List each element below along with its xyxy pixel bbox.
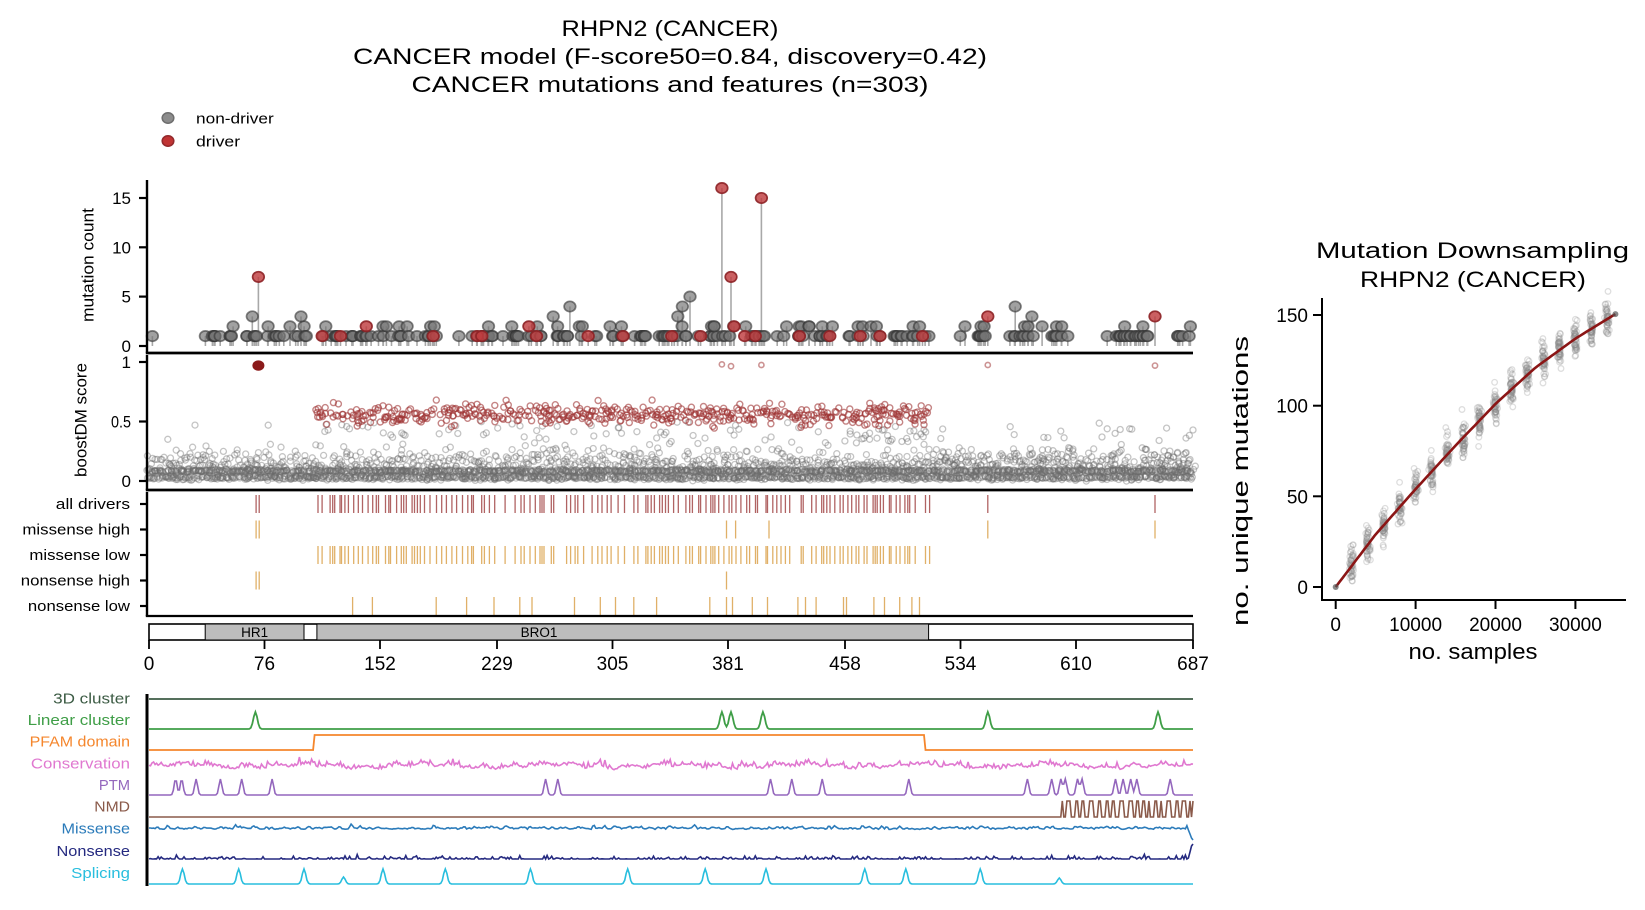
svg-text:nonsense high: nonsense high [21, 573, 130, 590]
svg-text:Conservation: Conservation [31, 756, 130, 773]
svg-text:boostDM score: boostDM score [72, 363, 91, 477]
svg-text:non-driver: non-driver [196, 111, 274, 128]
svg-text:nonsense low: nonsense low [28, 598, 130, 615]
svg-text:RHPN2 (CANCER): RHPN2 (CANCER) [562, 16, 779, 41]
svg-text:Linear cluster: Linear cluster [28, 712, 130, 729]
svg-text:0: 0 [122, 472, 131, 491]
svg-text:PFAM domain: PFAM domain [30, 734, 130, 751]
svg-text:Mutation Downsampling: Mutation Downsampling [1316, 238, 1629, 263]
svg-text:missense low: missense low [29, 547, 130, 564]
svg-text:687: 687 [1177, 654, 1209, 675]
svg-text:76: 76 [254, 654, 275, 675]
svg-text:1: 1 [122, 353, 131, 372]
svg-text:CANCER model (F-score50=0.84,: CANCER model (F-score50=0.84, discovery=… [353, 44, 987, 69]
svg-text:381: 381 [712, 654, 744, 675]
svg-text:610: 610 [1060, 654, 1092, 675]
svg-text:0: 0 [144, 654, 155, 675]
svg-text:3D cluster: 3D cluster [53, 691, 130, 708]
svg-text:driver: driver [196, 134, 240, 151]
svg-text:RHPN2 (CANCER): RHPN2 (CANCER) [1360, 267, 1586, 292]
svg-text:CANCER mutations and features: CANCER mutations and features (n=303) [412, 72, 929, 97]
svg-text:HR1: HR1 [241, 625, 268, 640]
svg-text:229: 229 [481, 654, 513, 675]
svg-text:Nonsense: Nonsense [57, 843, 131, 860]
svg-text:Splicing: Splicing [71, 865, 130, 882]
svg-text:15: 15 [112, 189, 131, 208]
svg-text:534: 534 [945, 654, 977, 675]
svg-text:458: 458 [829, 654, 861, 675]
svg-text:missense high: missense high [22, 522, 130, 539]
svg-text:0.5: 0.5 [111, 413, 131, 432]
svg-text:all drivers: all drivers [56, 496, 130, 513]
svg-text:305: 305 [597, 654, 629, 675]
svg-text:10: 10 [112, 238, 131, 257]
svg-text:NMD: NMD [94, 799, 130, 816]
svg-text:PTM: PTM [99, 777, 130, 794]
svg-text:mutation count: mutation count [79, 208, 98, 322]
svg-text:BRO1: BRO1 [521, 625, 558, 640]
svg-text:152: 152 [364, 654, 396, 675]
svg-text:5: 5 [122, 288, 131, 307]
svg-text:Missense: Missense [62, 821, 131, 838]
